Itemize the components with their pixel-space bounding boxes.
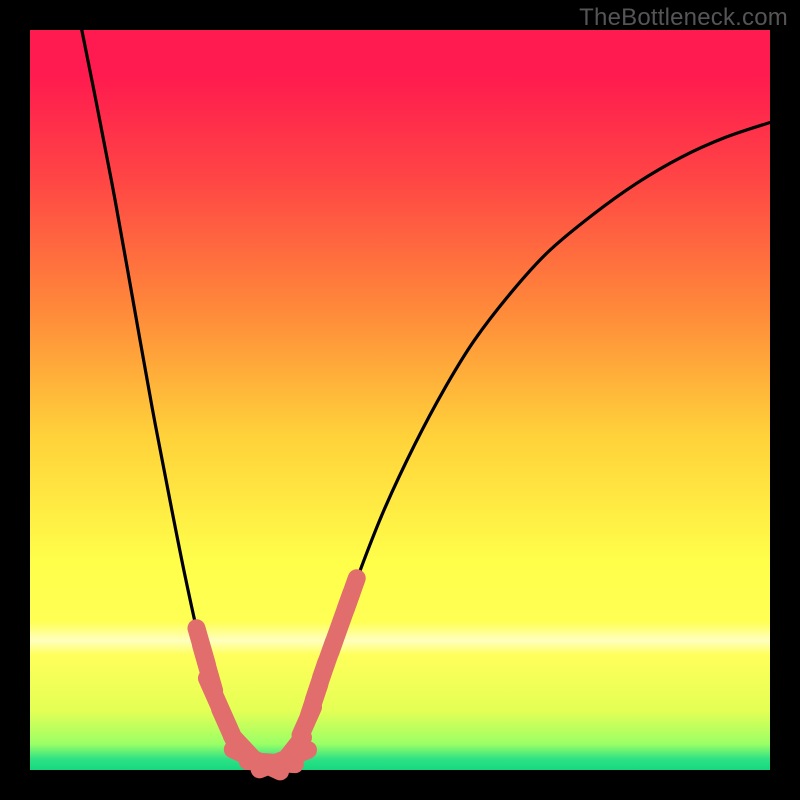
bottleneck-chart bbox=[0, 0, 800, 800]
gradient-background bbox=[30, 30, 770, 770]
watermark-text: TheBottleneck.com bbox=[579, 4, 788, 32]
curve-marker bbox=[346, 578, 357, 609]
chart-frame: TheBottleneck.com bbox=[0, 0, 800, 800]
